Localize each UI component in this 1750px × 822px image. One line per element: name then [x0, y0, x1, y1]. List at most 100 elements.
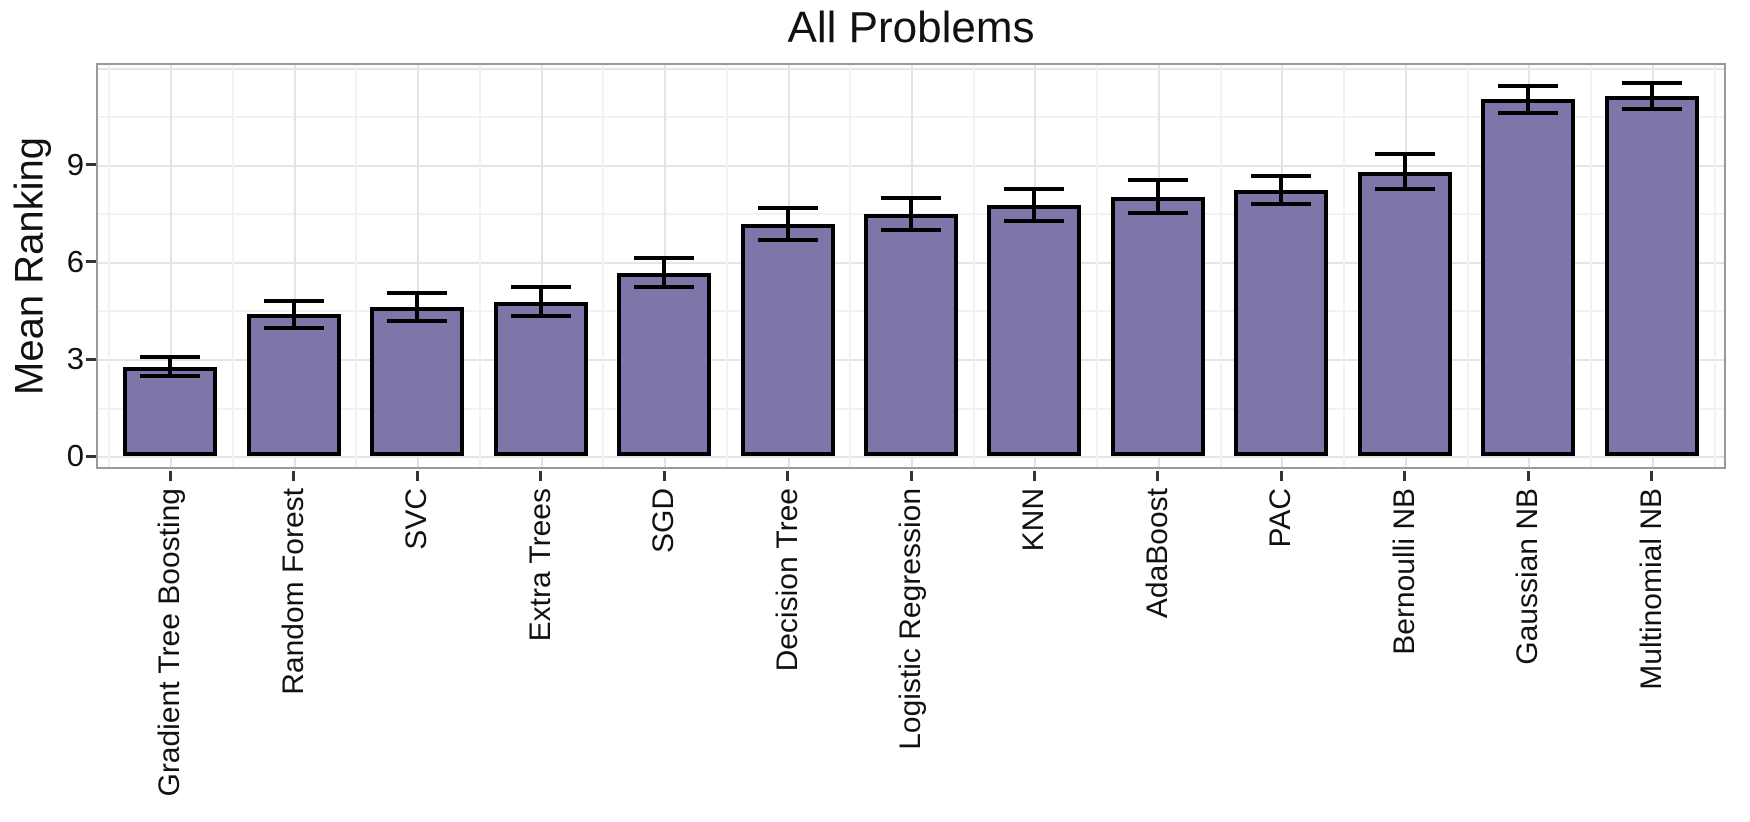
error-bar-cap-top [1127, 178, 1188, 183]
x-tick [1032, 471, 1036, 481]
gridline-v-minor [355, 65, 358, 467]
error-bar-cap-bottom [1127, 210, 1188, 215]
bar [493, 301, 588, 457]
y-tick-label: 0 [66, 438, 84, 474]
error-bar-cap-top [1621, 80, 1682, 85]
x-tick [662, 471, 666, 481]
error-bar-stem [785, 207, 790, 241]
error-bar-cap-bottom [263, 325, 324, 330]
chart-panel [96, 63, 1726, 469]
error-bar-stem [168, 357, 173, 377]
gridline-v-minor [1466, 65, 1469, 467]
error-bar-cap-bottom [757, 238, 818, 243]
error-bar-stem [291, 300, 296, 328]
gridline-v-major [417, 65, 420, 467]
x-tick [539, 471, 543, 481]
gridline-v-minor [1096, 65, 1099, 467]
error-bar-cap-top [1374, 152, 1435, 157]
error-bar-cap-bottom [1251, 202, 1312, 207]
error-bar-cap-top [387, 290, 448, 295]
gridline-v-minor [725, 65, 728, 467]
error-bar-stem [1649, 82, 1654, 110]
gridline-v-minor [1590, 65, 1593, 467]
x-tick-label: Decision Tree [770, 488, 804, 672]
x-tick [1403, 471, 1407, 481]
x-tick-label: Extra Trees [523, 488, 557, 642]
error-bar-cap-top [1004, 187, 1065, 192]
gridline-v-major [170, 65, 173, 467]
x-tick-label: SVC [400, 488, 434, 550]
x-tick [1526, 471, 1530, 481]
error-bar-cap-top [510, 285, 571, 290]
gridline-v-minor [602, 65, 605, 467]
error-bar-stem [909, 198, 913, 230]
gridline-v-minor [1219, 65, 1222, 467]
y-tick [86, 454, 96, 458]
error-bar-stem [1032, 189, 1037, 222]
bar [740, 224, 835, 457]
error-bar-cap-top [881, 196, 941, 201]
y-tick [86, 357, 96, 361]
x-tick-label: Bernoulli NB [1387, 488, 1421, 655]
error-bar-stem [1526, 85, 1531, 113]
gridline-v-major [540, 65, 543, 467]
gridline-v-minor [849, 65, 852, 467]
chart-title: All Problems [787, 3, 1035, 52]
x-tick-label: Gaussian NB [1511, 488, 1545, 665]
error-bar-stem [662, 258, 667, 287]
error-bar-cap-bottom [387, 318, 448, 323]
x-tick-label: PAC [1264, 488, 1298, 548]
bar [246, 314, 341, 457]
x-tick-label: Gradient Tree Boosting [153, 488, 187, 797]
x-tick [909, 471, 913, 481]
error-bar-stem [538, 287, 543, 317]
error-bar-cap-top [140, 355, 201, 360]
bar [1357, 171, 1452, 457]
bar [370, 306, 465, 457]
bar [987, 205, 1082, 457]
x-tick-label: KNN [1017, 488, 1051, 552]
bar [1604, 95, 1699, 457]
error-bar-stem [415, 292, 420, 321]
error-bar-cap-bottom [881, 227, 941, 232]
x-tick-label: Logistic Regression [894, 488, 927, 750]
x-tick [292, 471, 296, 481]
error-bar-cap-top [757, 205, 818, 210]
gridline-v-minor [108, 65, 111, 467]
gridline-v-minor [972, 65, 975, 467]
x-tick-label: Multinomial NB [1634, 488, 1668, 690]
error-bar-stem [1155, 180, 1160, 213]
x-tick [1650, 471, 1654, 481]
x-tick [1279, 471, 1283, 481]
y-tick-label: 9 [66, 146, 84, 182]
gridline-v-major [293, 65, 296, 467]
bar [1234, 190, 1329, 457]
y-tick [86, 163, 96, 167]
gridline-v-minor [231, 65, 234, 467]
gridline-v-minor [478, 65, 481, 467]
error-bar-cap-bottom [140, 374, 201, 379]
x-tick [168, 471, 172, 481]
x-tick [1156, 471, 1160, 481]
bar [1110, 196, 1205, 457]
y-tick [86, 260, 96, 264]
x-tick-label: AdaBoost [1140, 488, 1174, 619]
bar [1481, 99, 1576, 457]
error-bar-cap-top [263, 298, 324, 303]
bar [123, 366, 218, 457]
error-bar-stem [1402, 154, 1407, 190]
bar [864, 214, 958, 457]
error-bar-cap-bottom [510, 314, 571, 319]
gridline-v-minor [1343, 65, 1346, 467]
gridline-v-minor [1713, 65, 1716, 467]
x-tick-label: SGD [647, 488, 681, 554]
error-bar-cap-top [1251, 174, 1312, 179]
error-bar-cap-bottom [1621, 107, 1682, 112]
x-tick [786, 471, 789, 481]
error-bar-cap-top [1498, 83, 1559, 88]
error-bar-cap-bottom [1374, 187, 1435, 192]
error-bar-cap-top [634, 256, 695, 261]
error-bar-stem [1279, 176, 1284, 205]
x-tick-label: Random Forest [276, 488, 310, 695]
bar [617, 272, 712, 457]
